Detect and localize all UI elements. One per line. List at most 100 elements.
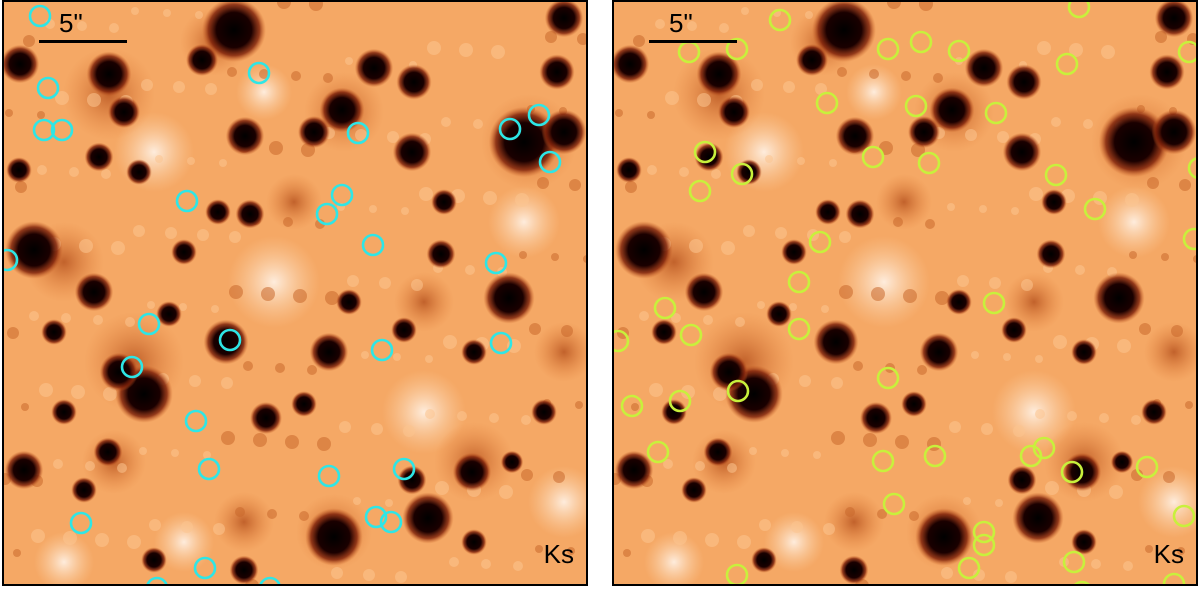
source-marker-circle bbox=[346, 121, 370, 145]
source-marker-circle bbox=[317, 464, 341, 488]
source-marker-circle bbox=[364, 505, 388, 529]
source-marker-circle bbox=[28, 4, 52, 28]
band-label: Ks bbox=[1153, 539, 1184, 569]
source-marker-circle bbox=[4, 248, 19, 272]
star-blob bbox=[397, 465, 427, 495]
star-blob bbox=[1001, 317, 1027, 343]
star-blob bbox=[396, 64, 432, 100]
star-blob bbox=[202, 2, 266, 62]
star-blob bbox=[500, 450, 524, 474]
star-blob bbox=[5, 221, 63, 279]
star-blob bbox=[919, 332, 959, 372]
star-blob bbox=[41, 319, 67, 345]
star-blob bbox=[1012, 492, 1064, 544]
source-marker-circle bbox=[370, 338, 394, 362]
source-marker-circle bbox=[197, 457, 221, 481]
star-blob bbox=[915, 508, 973, 566]
star-blob bbox=[845, 199, 875, 229]
star-blob bbox=[483, 272, 535, 324]
source-marker-circle bbox=[498, 117, 522, 141]
source-marker-circle bbox=[730, 162, 754, 186]
source-marker-circle bbox=[1182, 227, 1196, 251]
star-blob bbox=[171, 239, 197, 265]
source-marker-circle bbox=[688, 179, 712, 203]
star-blob bbox=[392, 132, 432, 172]
source-marker-circle bbox=[1060, 460, 1084, 484]
source-marker-circle bbox=[175, 189, 199, 213]
source-marker-circle bbox=[1062, 550, 1086, 574]
star-blob bbox=[99, 352, 139, 392]
source-marker-circle bbox=[1074, 580, 1090, 584]
source-marker-circle bbox=[1044, 163, 1068, 187]
star-blob bbox=[1098, 106, 1170, 178]
star-blob bbox=[835, 116, 875, 156]
source-marker-circle bbox=[984, 101, 1008, 125]
star-blob bbox=[4, 44, 40, 84]
source-marker-circle bbox=[726, 379, 750, 403]
source-marker-circle bbox=[1187, 157, 1196, 179]
sky-field-image bbox=[614, 2, 1196, 584]
scale-bar bbox=[39, 40, 127, 43]
source-marker-circle bbox=[972, 533, 996, 557]
sky-field-image bbox=[4, 2, 586, 584]
source-marker-circle bbox=[620, 394, 644, 418]
source-marker-circle bbox=[484, 251, 508, 275]
source-marker-circle bbox=[653, 296, 677, 320]
source-marker-circle bbox=[972, 520, 996, 544]
marker-group-cyan bbox=[4, 4, 562, 584]
star-blob bbox=[291, 391, 317, 417]
star-blob bbox=[736, 159, 762, 185]
source-marker-circle bbox=[1172, 504, 1196, 528]
star-blob bbox=[431, 189, 457, 215]
source-marker-circle bbox=[957, 556, 981, 580]
star-blob bbox=[309, 332, 349, 372]
star-blob bbox=[531, 399, 557, 425]
source-marker-circle bbox=[1055, 52, 1079, 76]
star-blob bbox=[1149, 54, 1185, 90]
star-blob bbox=[946, 289, 972, 315]
star-blob bbox=[4, 450, 44, 490]
star-blob bbox=[229, 555, 259, 584]
star-blob bbox=[908, 116, 940, 148]
star-blob bbox=[860, 402, 892, 434]
star-blob bbox=[426, 239, 456, 269]
star-blob bbox=[781, 239, 807, 265]
source-marker-circle bbox=[120, 355, 144, 379]
star-blob bbox=[615, 221, 673, 279]
star-blob bbox=[1071, 339, 1097, 365]
star-blob bbox=[813, 319, 859, 365]
source-marker-circle bbox=[768, 8, 792, 32]
star-blob bbox=[319, 87, 365, 133]
star-blob bbox=[1093, 272, 1145, 324]
source-marker-circle bbox=[69, 511, 93, 535]
star-blob bbox=[541, 109, 586, 155]
source-marker-circle bbox=[982, 291, 1006, 315]
source-marker-circle bbox=[909, 30, 933, 54]
source-marker-circle bbox=[725, 563, 749, 584]
star-blob bbox=[250, 402, 282, 434]
source-marker-circle bbox=[725, 37, 749, 61]
scale-label: 5" bbox=[669, 8, 693, 38]
star-blob bbox=[156, 301, 182, 327]
source-marker-circle bbox=[904, 94, 928, 118]
source-marker-circle bbox=[947, 39, 971, 63]
star-blob bbox=[108, 96, 140, 128]
star-blob bbox=[51, 399, 77, 425]
star-blob bbox=[1110, 450, 1134, 474]
star-blob bbox=[298, 116, 330, 148]
source-marker-circle bbox=[50, 118, 74, 142]
star-blob bbox=[681, 477, 707, 503]
star-blob bbox=[336, 289, 362, 315]
source-marker-circle bbox=[679, 323, 703, 347]
star-blob bbox=[766, 301, 792, 327]
source-marker-circle bbox=[392, 457, 416, 481]
image-panel-left: 5" Ks bbox=[2, 0, 588, 586]
star-blob bbox=[1141, 399, 1167, 425]
source-marker-circle bbox=[361, 233, 385, 257]
source-marker-circle bbox=[259, 576, 281, 584]
star-blob bbox=[815, 199, 841, 225]
image-panel-right: 5" Ks bbox=[612, 0, 1198, 586]
star-blob bbox=[402, 492, 454, 544]
star-blob bbox=[661, 399, 687, 425]
source-marker-circle bbox=[218, 328, 242, 352]
